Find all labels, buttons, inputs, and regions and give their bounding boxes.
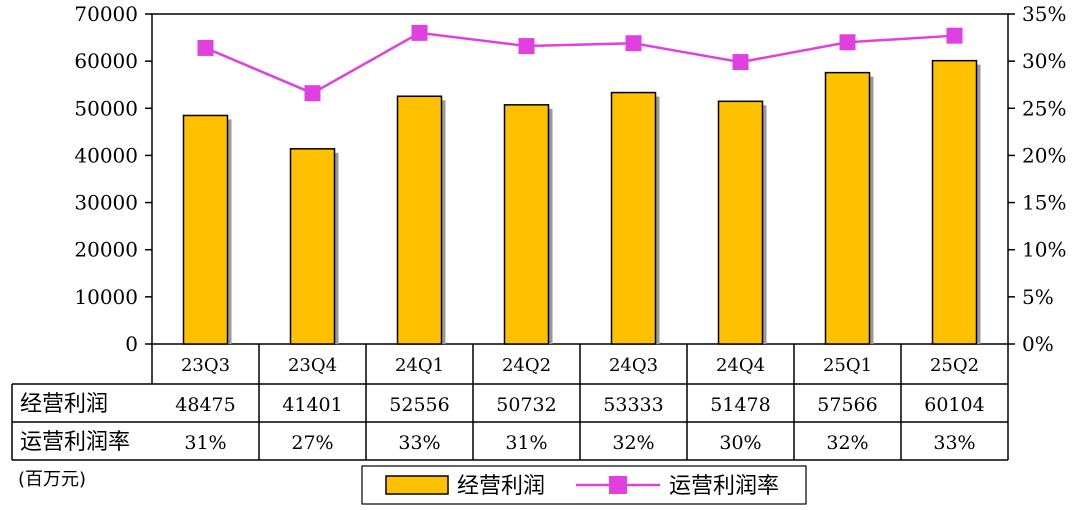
table-cell: 27% [291,432,333,454]
y-tick-label-right: 10% [1022,238,1066,262]
y-tick-label-left: 40000 [74,143,138,167]
plot-frame [151,13,1009,345]
y-tick-label-right: 25% [1022,96,1066,120]
table-cells: 48475 41401 52556 50732 53333 51478 57566 60104… [175,394,984,454]
category-label: 25Q1 [823,355,872,376]
category-label: 24Q4 [716,355,765,376]
bar [717,100,764,345]
margin-marker [197,39,214,56]
row-label-profit: 经营利润 [20,392,108,417]
category-label: 25Q2 [930,355,979,376]
table-cell: 52556 [389,394,449,416]
y-tick-label-right: 0% [1022,332,1054,356]
margin-marker [625,35,642,52]
margin-marker [732,54,749,71]
y-tick-label-left: 50000 [74,96,138,120]
line-series [197,24,963,102]
bar-series [182,59,981,345]
table-cell: 31% [505,432,547,454]
y-tick-label-left: 70000 [74,2,138,26]
table-cell: 31% [184,432,226,454]
bar [503,104,550,345]
unit-label: (百万元) [18,469,86,490]
bar [289,148,336,345]
category-label: 24Q2 [502,355,551,376]
table-cell: 51478 [710,394,770,416]
table-cell: 32% [612,432,654,454]
data-table: 23Q3 23Q4 24Q1 24Q2 24Q3 24Q4 25Q1 25Q2 经营利润 运营… [11,344,1009,461]
legend-label-profit: 经营利润 [457,474,545,499]
table-cell: 60104 [924,394,984,416]
y-tick-label-left: 20000 [74,238,138,262]
right-axis: 0% 5% 10% 15% 20% 25% 30% 35% [1008,2,1066,356]
left-axis: 0 10000 20000 30000 40000 50000 60000 70000 [74,2,152,356]
legend-label-margin: 运营利润率 [669,474,779,499]
y-tick-label-right: 30% [1022,49,1066,73]
legend-swatch-bar [385,475,449,495]
table-cell: 33% [933,432,975,454]
margin-marker [518,38,535,55]
legend: 经营利润 运营利润率 [361,465,807,505]
table-dividers [258,344,902,460]
bar [931,59,978,345]
margin-line [205,31,955,95]
margin-marker [839,34,856,51]
bar [182,114,229,345]
table-cell: 48475 [175,394,235,416]
margin-marker [946,27,963,44]
category-label: 24Q1 [395,355,444,376]
table-cell: 57566 [817,394,877,416]
row-label-margin: 运营利润率 [20,430,130,455]
legend-swatch-marker [609,476,627,494]
bar [610,91,657,345]
table-cell: 53333 [603,394,663,416]
table-cell: 30% [719,432,761,454]
table-cell: 50732 [496,394,556,416]
y-tick-label-right: 15% [1022,191,1066,215]
y-tick-label-right: 5% [1022,285,1054,309]
y-tick-label-left: 0 [125,332,138,356]
category-label: 24Q3 [609,355,658,376]
bar [824,71,871,345]
margin-marker [304,85,321,102]
table-cell: 32% [826,432,868,454]
table-cell: 33% [398,432,440,454]
table-cell: 41401 [282,394,342,416]
y-tick-label-right: 20% [1022,143,1066,167]
y-tick-label-left: 60000 [74,49,138,73]
category-label: 23Q4 [288,355,337,376]
category-label: 23Q3 [181,355,230,376]
y-tick-label-left: 30000 [74,191,138,215]
margin-marker [411,24,428,41]
category-labels: 23Q3 23Q4 24Q1 24Q2 24Q3 24Q4 25Q1 25Q2 [181,355,979,376]
bar [396,95,443,345]
y-tick-label-right: 35% [1022,2,1066,26]
y-tick-label-left: 10000 [74,285,138,309]
